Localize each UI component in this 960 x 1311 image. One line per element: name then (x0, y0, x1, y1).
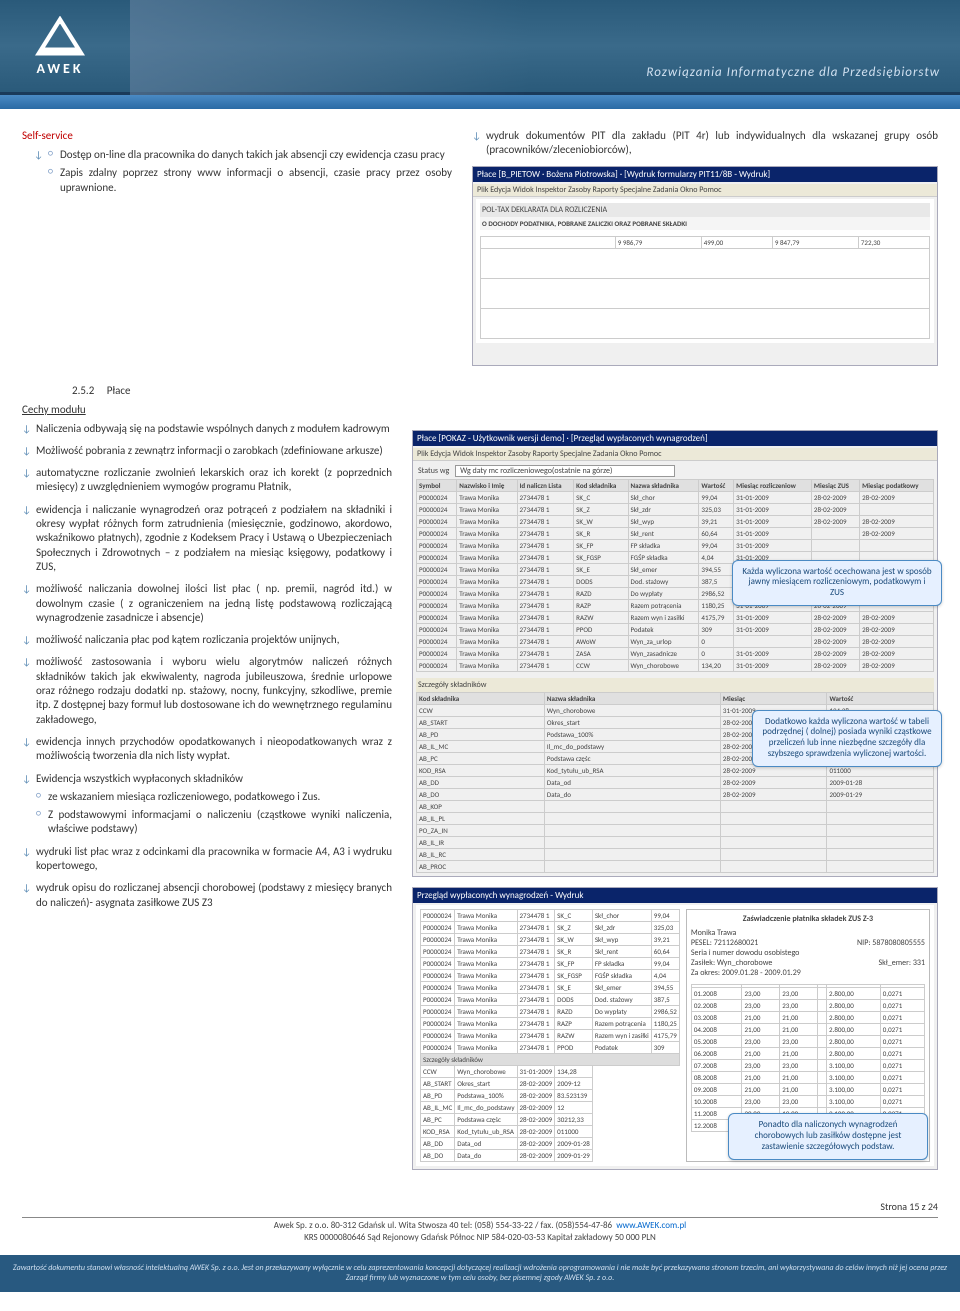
logo-text: AWEK (36, 60, 83, 77)
banner-photo (130, 0, 530, 95)
callout-text: Ponadto dla naliczonych wynagrodzeń chor… (755, 1119, 902, 1152)
window-title: Płace [POKAZ - Użytkownik wersji demo] ·… (413, 431, 937, 446)
cert-field: Za okres: 2009.01.28 - 2009.01.29 (691, 968, 925, 978)
detail-header: Szczegóły składników (416, 678, 934, 692)
cert-title: Zaświadczenie płatnika składek ZUS Z-3 (691, 914, 925, 924)
feature-sub: ze wskazaniem miesiąca rozliczeniowego, … (48, 790, 392, 804)
footer-line: KRS 0000080646 Sąd Rejonowy Gdańsk Półno… (304, 1232, 656, 1243)
callout-1: Każda wyliczona wartość ocechowana jest … (732, 560, 942, 606)
window-title: Płace [B_PIETOW · Bożena Piotrowska] · [… (473, 167, 937, 182)
cert-field: NIP: 5878080805555 (857, 938, 925, 948)
self-service-heading: Self-service (22, 129, 452, 142)
callout-text: Każda wyliczona wartość ocechowana jest … (742, 566, 931, 599)
logo: AWEK (0, 0, 120, 94)
form-header: POL-TAX DEKLARATA DLA ROZLICZENIA (480, 203, 930, 217)
footer-contact: Awek Sp. z o.o. 80-312 Gdańsk ul. Wita S… (22, 1217, 938, 1255)
banner-tagline: Rozwiązania Informatyczne dla Przedsiębi… (646, 65, 940, 80)
logo-icon (35, 16, 85, 56)
feature-item: wydruk opisu do rozliczanej absencji cho… (36, 881, 392, 910)
cert-field: Seria i numer dowodu osobistego (691, 948, 925, 958)
banner-bar (0, 95, 960, 109)
callout-3: Ponadto dla naliczonych wynagrodzeń chor… (728, 1113, 928, 1159)
feature-item: Możliwość pobrania z zewnątrz informacji… (36, 444, 392, 458)
feature-sub: Z podstawowymi informacjami o naliczeniu… (48, 808, 392, 837)
intro-item: Dostęp on-line dla pracownika do danych … (60, 148, 452, 162)
section-number: 2.5.2 (72, 384, 94, 397)
feature-item: ewidencja i naliczanie wynagrodzeń oraz … (36, 503, 392, 574)
footer-legal: Zawartość dokumentu stanowi własność int… (0, 1255, 960, 1292)
cert-field: PESEL: 72112680021 (691, 938, 758, 948)
window-menu: Plik Edycja Widok Inspektor Zasoby Rapor… (473, 184, 937, 197)
callout-2: Dodatkowo każda wyliczona wartość w tabe… (752, 710, 942, 767)
window-title: Przegląd wypłaconych wynagrodzeń - Wydru… (413, 888, 937, 903)
cert-left-table: P0000024Trawa Monika2734478 1SK_CSkł_cho… (420, 909, 680, 1162)
section-subheading: Cechy modułu (22, 403, 938, 416)
page-number: Strona 15 z 24 (0, 1200, 938, 1213)
cert-field: Monika Trawa (691, 928, 925, 938)
pit-value: 722,30 (858, 236, 929, 248)
cert-field: Zasiłek: Wyn_chorobowe (691, 958, 772, 968)
filter-label: Status wg (418, 466, 449, 476)
cert-values-table: 01.200823,0023,002.800,000,0271 02.20082… (691, 984, 925, 1132)
window-menu: Plik Edycja Widok Inspektor Zasoby Rapor… (413, 448, 937, 461)
filter-dropdown[interactable]: Wg daty mc rozliczeniowego(ostatnie na g… (455, 465, 675, 477)
pit-value: 499,00 (701, 236, 772, 248)
intro-item-right: wydruk dokumentów PIT dla zakładu (PIT 4… (486, 129, 938, 158)
feature-item: możliwość naliczania dowolnej ilości lis… (36, 582, 392, 625)
footer-line: Awek Sp. z o.o. 80-312 Gdańsk ul. Wita S… (274, 1220, 612, 1231)
feature-item: Naliczenia odbywają się na podstawie wsp… (36, 422, 392, 436)
feature-item: automatyczne rozliczanie zwolnień lekars… (36, 466, 392, 495)
feature-item: ewidencja innych przychodów opodatkowany… (36, 735, 392, 764)
cert-field: Skł_emer: 331 (878, 958, 925, 968)
feature-item: Ewidencja wszystkich wypłaconych składni… (36, 772, 392, 837)
header-banner: AWEK Rozwiązania Informatyczne dla Przed… (0, 0, 960, 95)
form-sub: O DOCHODY PODATNIKA, POBRANE ZALICZKI OR… (480, 217, 930, 230)
feature-item: możliwość zastosowania i wyboru wielu al… (36, 655, 392, 726)
pit-value: 9 986,79 (615, 236, 701, 248)
screenshot-payroll: Płace [POKAZ - Użytkownik wersji demo] ·… (412, 430, 938, 877)
screenshot-pit: Płace [B_PIETOW · Bożena Piotrowska] · [… (472, 166, 938, 366)
section-title: Płace (107, 384, 131, 397)
intro-item: Zapis zdalny poprzez strony www informac… (60, 166, 452, 195)
footer-url[interactable]: www.AWEK.com.pl (616, 1220, 686, 1231)
feature-item: wydruki list płac wraz z odcinkami dla p… (36, 845, 392, 874)
feature-item: możliwość naliczania płac pod kątem rozl… (36, 633, 392, 647)
callout-text: Dodatkowo każda wyliczona wartość w tabe… (762, 716, 931, 759)
pit-value: 9 847,79 (772, 236, 858, 248)
